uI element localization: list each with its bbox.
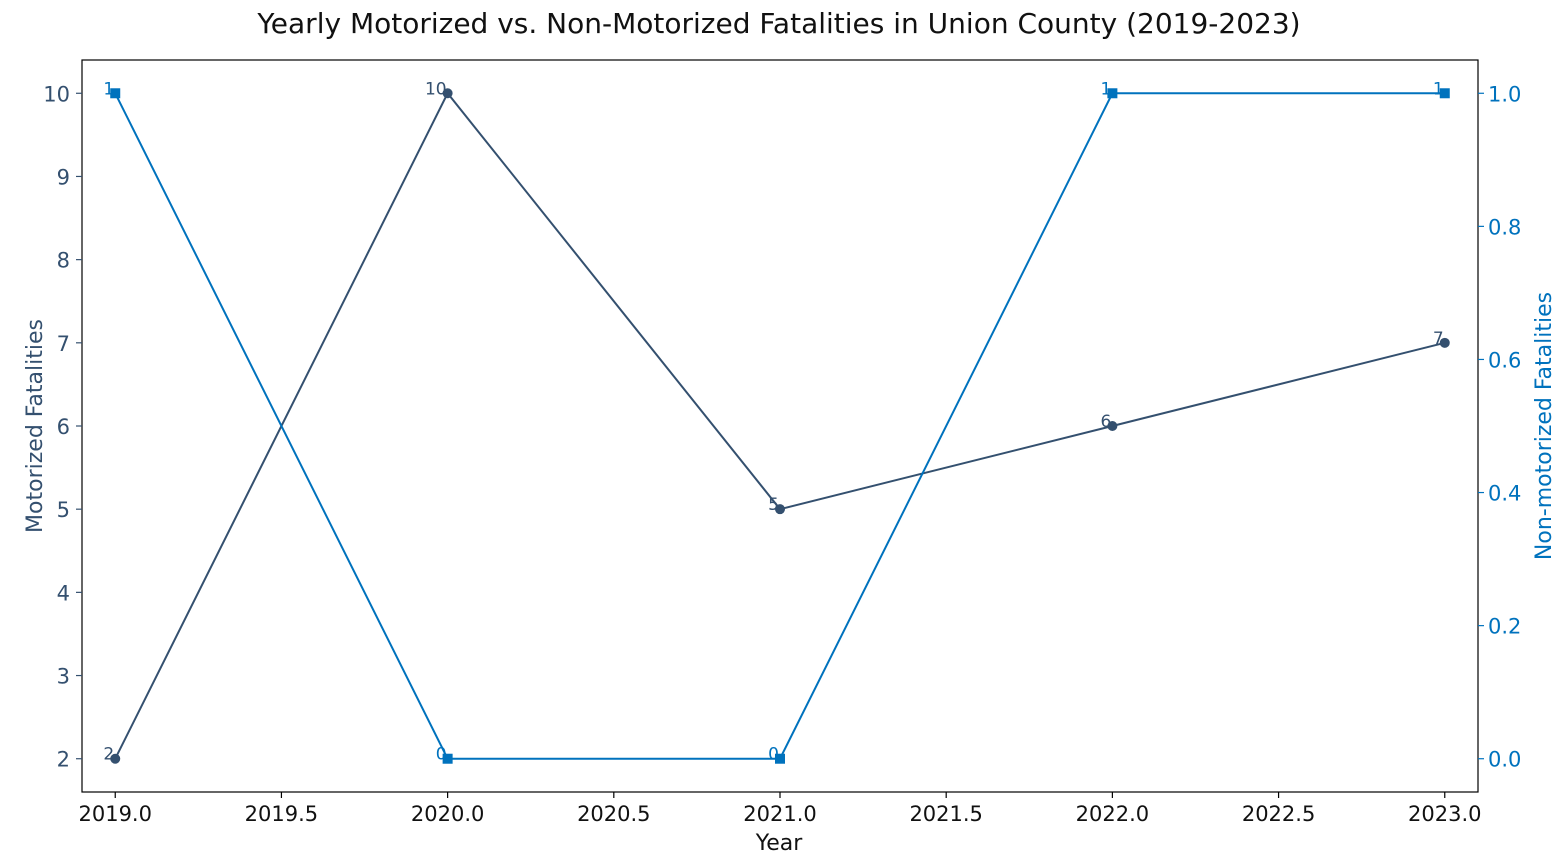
y-right-tick-label: 0.8: [1488, 215, 1521, 239]
series-left-line: [114, 91, 1446, 760]
data-label: 1: [1433, 79, 1444, 99]
y-right-tick-label: 0.0: [1488, 748, 1521, 772]
y-left-tick-label: 3: [57, 665, 70, 689]
x-tick-label: 2022.0: [1076, 802, 1149, 826]
y-right-tick-label: 1.0: [1488, 82, 1521, 106]
chart-title: Yearly Motorized vs. Non-Motorized Fatal…: [256, 7, 1300, 40]
y-left-tick-label: 6: [57, 415, 70, 439]
data-point: [442, 88, 453, 99]
x-tick-label: 2020.0: [411, 802, 484, 826]
x-tick-label: 2023.0: [1408, 802, 1481, 826]
x-axis: 2019.0 2019.5 2020.0 2020.5 2021.0 2021.5 2022…: [78, 792, 1482, 826]
y-left-tick-label: 7: [57, 332, 70, 356]
y-axis-right-title: Non-motorized Fatalities: [1532, 292, 1557, 560]
y-axis-left: 2 3 4 5 6 7 8 9 10: [43, 82, 82, 772]
data-point: [1107, 88, 1118, 99]
data-point: [442, 753, 453, 764]
y-left-tick-label: 4: [57, 581, 70, 605]
y-right-tick-label: 0.4: [1488, 482, 1521, 506]
x-tick-label: 2019.0: [78, 802, 151, 826]
x-axis-title: Year: [755, 831, 804, 856]
x-tick-label: 2020.5: [577, 802, 650, 826]
y-left-tick-label: 2: [57, 748, 70, 772]
x-tick-label: 2021.0: [743, 802, 816, 826]
series-right-line: [114, 92, 1445, 760]
data-point: [775, 753, 785, 764]
x-tick-label: 2019.5: [245, 802, 318, 826]
series-right: 10 01 1: [103, 79, 1450, 765]
y-axis-right: 0.0 0.2 0.4 0.6 0.8 1.0: [1478, 82, 1521, 772]
data-point: [775, 504, 785, 515]
data-label: 0: [436, 745, 447, 765]
data-label: 2: [103, 745, 114, 765]
data-label: 1: [1101, 79, 1112, 99]
x-tick-label: 2022.5: [1242, 802, 1315, 826]
data-point: [1439, 88, 1450, 99]
y-axis-left-title: Motorized Fatalities: [23, 319, 48, 533]
data-point: [1107, 421, 1118, 431]
data-label: 5: [768, 495, 779, 515]
data-label: 0: [768, 745, 779, 765]
data-label: 10: [425, 79, 447, 99]
y-left-tick-label: 5: [57, 498, 70, 522]
y-right-tick-label: 0.6: [1488, 348, 1521, 372]
y-left-tick-label: 9: [57, 165, 70, 189]
data-point: [1439, 337, 1450, 348]
data-point: [110, 88, 121, 99]
data-label: 6: [1101, 412, 1112, 432]
data-label: 7: [1433, 329, 1444, 349]
y-left-tick-label: 8: [57, 249, 70, 273]
data-label: 1: [103, 79, 114, 99]
x-tick-label: 2021.5: [909, 802, 982, 826]
y-left-tick-label: 10: [43, 82, 70, 106]
y-right-tick-label: 0.2: [1488, 615, 1521, 639]
plot-frame: [81, 59, 1479, 793]
data-point: [110, 753, 121, 764]
